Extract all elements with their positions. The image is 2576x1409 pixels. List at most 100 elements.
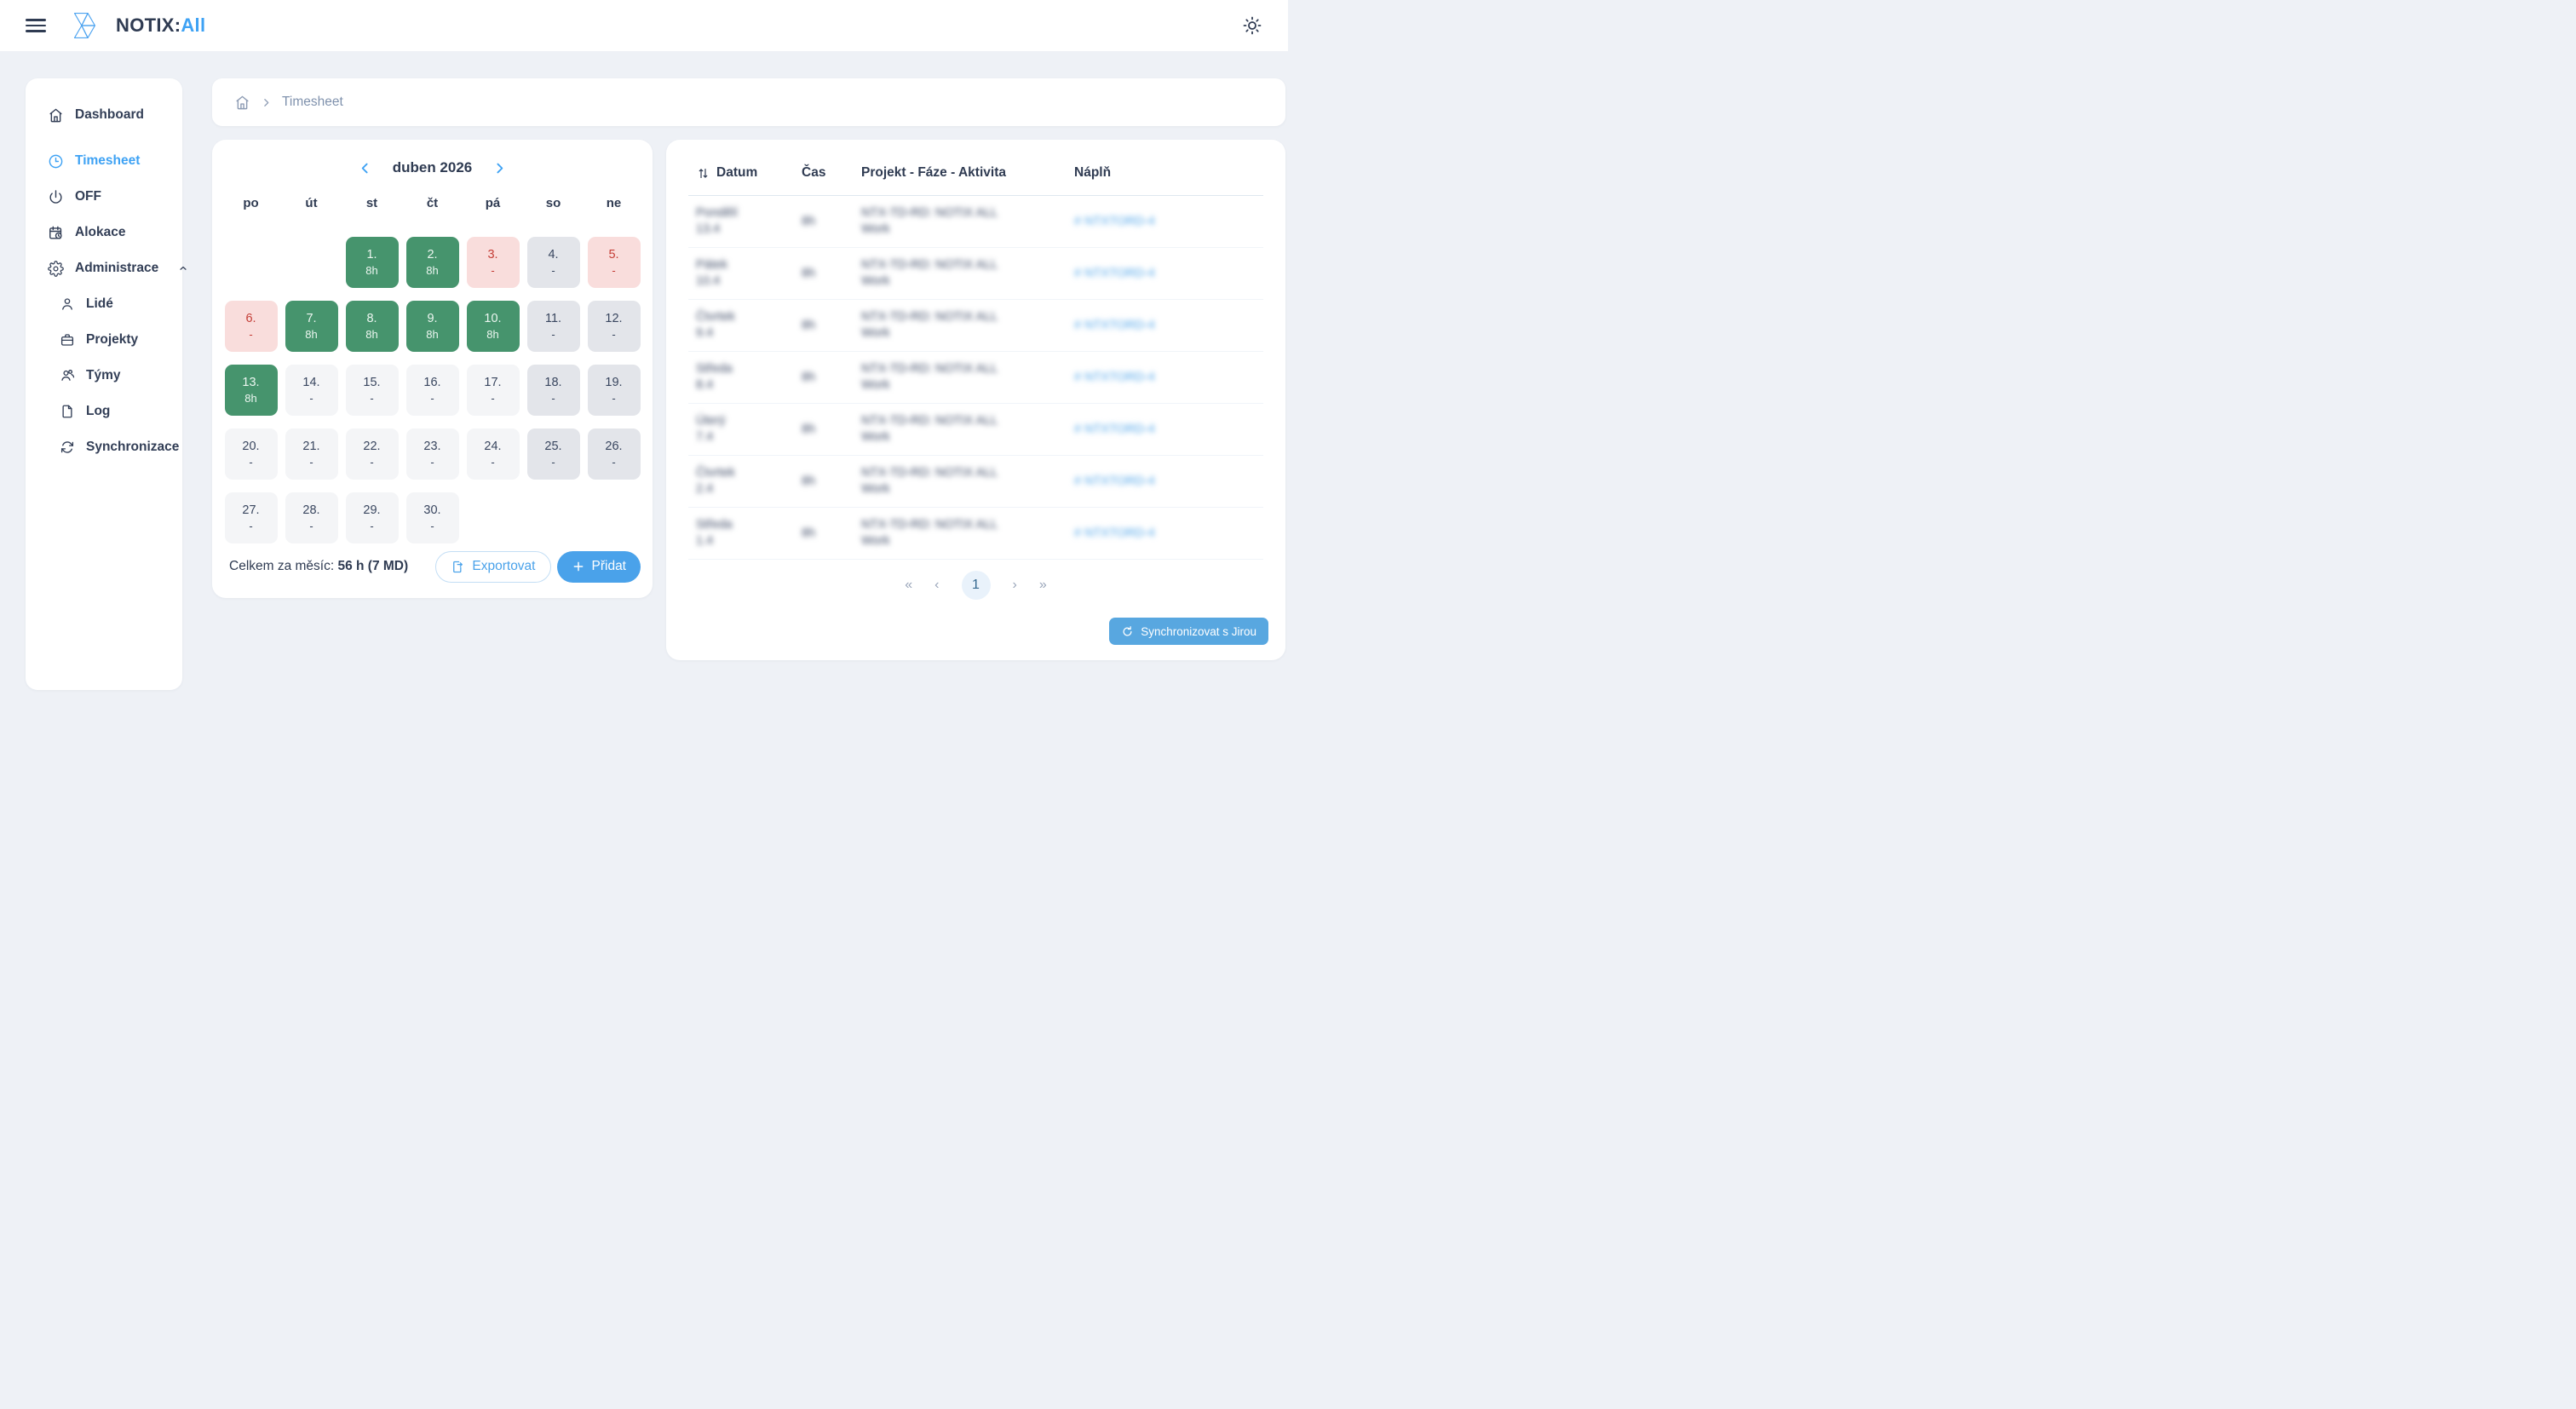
- sort-icon[interactable]: [696, 166, 710, 181]
- next-month-icon[interactable]: [491, 159, 509, 177]
- calendar-day-14[interactable]: 14. -: [285, 365, 338, 416]
- calendar-day-13[interactable]: 13. 8h: [224, 365, 278, 416]
- day-number: 15.: [363, 376, 381, 389]
- sync-jira-button[interactable]: Synchronizovat s Jirou: [1109, 618, 1268, 645]
- sidebar-item-tymy[interactable]: Týmy: [26, 358, 182, 394]
- menu-icon[interactable]: [26, 19, 46, 32]
- issue-link[interactable]: # NTXTORD-4: [1074, 319, 1155, 332]
- day-hours: -: [551, 328, 555, 341]
- month-total: Celkem za měsíc: 56 h (7 MD): [229, 559, 409, 573]
- sidebar-item-administrace[interactable]: Administrace: [26, 250, 187, 286]
- sidebar-item-lide[interactable]: Lidé: [26, 286, 182, 322]
- calendar-day-6[interactable]: 6. -: [224, 301, 278, 352]
- sidebar-item-off[interactable]: OFF: [26, 179, 182, 215]
- calendar-day-20[interactable]: 20. -: [224, 428, 278, 480]
- calendar-day-26[interactable]: 26. -: [587, 428, 641, 480]
- pagination-last-icon[interactable]: »: [1038, 578, 1047, 592]
- export-icon: [453, 561, 463, 572]
- table-row[interactable]: Středa 1.4 8h NTX-TD-RD: NOTIX ALL Work # NTX…: [688, 508, 1263, 560]
- calendar-day-11[interactable]: 11. -: [526, 301, 580, 352]
- calendar-day-29[interactable]: 29. -: [345, 492, 399, 543]
- column-header-napln[interactable]: Náplň: [1074, 165, 1112, 180]
- calendar-day-30[interactable]: 30. -: [405, 492, 459, 543]
- calendar-day-19[interactable]: 19. -: [587, 365, 641, 416]
- add-button[interactable]: Přidat: [556, 550, 641, 583]
- weekday-label-st: st: [365, 196, 378, 210]
- weekday-label-pá: pá: [485, 196, 501, 210]
- day-number: 7.: [306, 312, 317, 325]
- calendar-day-18[interactable]: 18. -: [526, 365, 580, 416]
- day-number: 19.: [605, 376, 623, 389]
- projekt-cell: NTX-TD-RD: NOTIX ALL Work: [861, 362, 998, 392]
- table-row[interactable]: Úterý 7.4 8h NTX-TD-RD: NOTIX ALL Work # NTXT…: [688, 404, 1263, 456]
- weekday-label-čt: čt: [426, 196, 439, 210]
- export-button[interactable]: Exportovat: [435, 550, 551, 583]
- calendar-day-15[interactable]: 15. -: [345, 365, 399, 416]
- calendar-day-2[interactable]: 2. 8h: [405, 237, 459, 288]
- issue-link[interactable]: # NTXTORD-4: [1074, 423, 1155, 436]
- calendar-day-24[interactable]: 24. -: [466, 428, 520, 480]
- calendar-day-4[interactable]: 4. -: [526, 237, 580, 288]
- issue-link[interactable]: # NTXTORD-4: [1074, 474, 1155, 488]
- calendar-day-22[interactable]: 22. -: [345, 428, 399, 480]
- sidebar-item-timesheet[interactable]: Timesheet: [26, 143, 182, 179]
- sidebar-item-projekty[interactable]: Projekty: [26, 322, 182, 358]
- sidebar-item-synchronizace[interactable]: Synchronizace: [26, 429, 182, 465]
- day-number: 22.: [363, 440, 381, 453]
- day-number: 2.: [427, 248, 438, 262]
- datum-cell: Pátek 10.4: [696, 258, 728, 288]
- calendar-day-10[interactable]: 10. 8h: [466, 301, 520, 352]
- table-row[interactable]: Čtvrtek 9.4 8h NTX-TD-RD: NOTIX ALL Work # NT…: [688, 300, 1263, 352]
- column-header-datum[interactable]: Datum: [716, 165, 758, 180]
- calendar-empty-cell: [588, 492, 641, 543]
- breadcrumb-home-icon[interactable]: [234, 95, 250, 111]
- calendar-empty-cell: [285, 237, 338, 288]
- calendar-day-3[interactable]: 3. -: [466, 237, 520, 288]
- issue-link[interactable]: # NTXTORD-4: [1074, 215, 1155, 228]
- column-header-projekt[interactable]: Projekt - Fáze - Aktivita: [861, 165, 1006, 180]
- day-hours: -: [551, 456, 555, 469]
- calendar-day-8[interactable]: 8. 8h: [345, 301, 399, 352]
- pagination-first-icon[interactable]: «: [905, 578, 913, 592]
- calendar-day-28[interactable]: 28. -: [285, 492, 338, 543]
- cas-cell: 8h: [802, 526, 816, 540]
- pagination-current-page[interactable]: 1: [961, 571, 991, 600]
- calendar-day-16[interactable]: 16. -: [405, 365, 459, 416]
- breadcrumb-page-label: Timesheet: [282, 95, 343, 109]
- table-row[interactable]: Středa 8.4 8h NTX-TD-RD: NOTIX ALL Work # NTX…: [688, 352, 1263, 404]
- calendar-day-27[interactable]: 27. -: [224, 492, 278, 543]
- calendar-day-5[interactable]: 5. -: [587, 237, 641, 288]
- issue-link[interactable]: # NTXTORD-4: [1074, 371, 1155, 384]
- column-header-cas[interactable]: Čas: [802, 165, 826, 180]
- issue-link[interactable]: # NTXTORD-4: [1074, 526, 1155, 540]
- projekt-cell: NTX-TD-RD: NOTIX ALL Work: [861, 518, 998, 548]
- calendar-day-23[interactable]: 23. -: [405, 428, 459, 480]
- day-number: 4.: [548, 248, 559, 262]
- weekday-label-út: út: [305, 196, 318, 210]
- day-hours: -: [612, 328, 616, 341]
- calendar-day-21[interactable]: 21. -: [285, 428, 338, 480]
- pagination-next-icon[interactable]: ›: [1012, 578, 1017, 592]
- calendar-day-7[interactable]: 7. 8h: [285, 301, 338, 352]
- pagination-prev-icon[interactable]: ‹: [934, 578, 940, 592]
- sidebar-item-alokace[interactable]: Alokace: [26, 215, 182, 250]
- napln-cell: # NTXTORD-4: [1074, 267, 1263, 280]
- table-row[interactable]: Čtvrtek 2.4 8h NTX-TD-RD: NOTIX ALL Work # NT…: [688, 456, 1263, 508]
- calendar-day-12[interactable]: 12. -: [587, 301, 641, 352]
- day-number: 1.: [366, 248, 377, 262]
- table-row[interactable]: Pátek 10.4 8h NTX-TD-RD: NOTIX ALL Work # NTX…: [688, 248, 1263, 300]
- prev-month-icon[interactable]: [356, 159, 374, 177]
- calendar-day-17[interactable]: 17. -: [466, 365, 520, 416]
- cas-cell: 8h: [802, 215, 816, 228]
- sidebar-item-dashboard[interactable]: Dashboard: [26, 97, 182, 133]
- calendar-day-25[interactable]: 25. -: [526, 428, 580, 480]
- sidebar-item-log[interactable]: Log: [26, 394, 182, 429]
- calendar-day-9[interactable]: 9. 8h: [405, 301, 459, 352]
- table-row[interactable]: Pondělí 13.4 8h NTX-TD-RD: NOTIX ALL Work # N…: [688, 196, 1263, 248]
- theme-toggle-sun-icon[interactable]: [1239, 12, 1266, 39]
- calendar-day-1[interactable]: 1. 8h: [345, 237, 399, 288]
- issue-link[interactable]: # NTXTORD-4: [1074, 267, 1155, 280]
- weekday-header-row: po út st čt pá so ne: [224, 196, 641, 218]
- month-label: duben 2026: [392, 159, 473, 175]
- day-hours: -: [309, 520, 313, 532]
